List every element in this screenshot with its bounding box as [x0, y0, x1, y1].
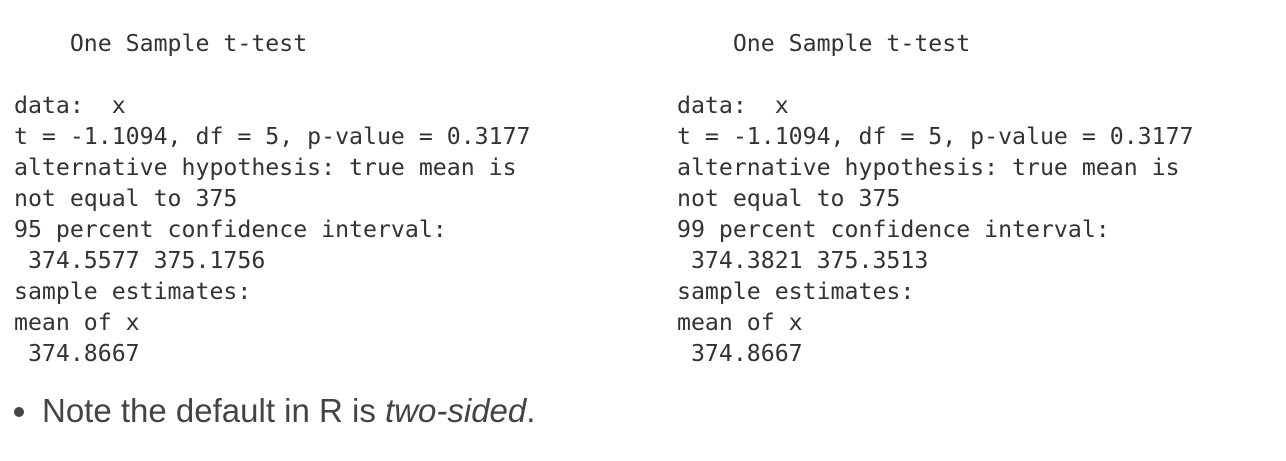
right-estimates-label: sample estimates:: [677, 278, 915, 305]
right-alternative-line-1: alternative hypothesis: true mean is: [677, 154, 1180, 181]
right-mean-label: mean of x: [677, 309, 803, 336]
left-mean-value: 374.8667: [14, 340, 140, 367]
left-ci-values: 374.5577 375.1756: [14, 247, 266, 274]
right-statistic-line: t = -1.1094, df = 5, p-value = 0.3177: [677, 123, 1194, 150]
left-test-output: One Sample t-test data: x t = -1.1094, d…: [14, 28, 634, 369]
left-alternative-line-2: not equal to 375: [14, 185, 238, 212]
note-text: Note the default in R is two-sided.: [42, 392, 535, 430]
left-data-line: data: x: [14, 92, 126, 119]
left-title: One Sample t-test: [14, 30, 308, 57]
right-test-output: One Sample t-test data: x t = -1.1094, d…: [677, 28, 1286, 369]
note-emphasis: two-sided: [385, 392, 527, 429]
note-bullet: Note the default in R is two-sided.: [14, 388, 535, 434]
left-ci-label: 95 percent confidence interval:: [14, 216, 447, 243]
left-mean-label: mean of x: [14, 309, 140, 336]
right-blank-line: [677, 59, 1286, 90]
bullet-dot-icon: [14, 407, 24, 417]
right-ci-label: 99 percent confidence interval:: [677, 216, 1110, 243]
note-suffix: .: [526, 392, 536, 429]
left-alternative-line-1: alternative hypothesis: true mean is: [14, 154, 517, 181]
right-title: One Sample t-test: [677, 30, 971, 57]
right-mean-value: 374.8667: [677, 340, 803, 367]
note-prefix: Note the default in R is: [42, 392, 386, 429]
left-estimates-label: sample estimates:: [14, 278, 252, 305]
right-ci-values: 374.3821 375.3513: [677, 247, 929, 274]
right-alternative-line-2: not equal to 375: [677, 185, 901, 212]
right-data-line: data: x: [677, 92, 789, 119]
left-blank-line: [14, 59, 634, 90]
left-statistic-line: t = -1.1094, df = 5, p-value = 0.3177: [14, 123, 531, 150]
